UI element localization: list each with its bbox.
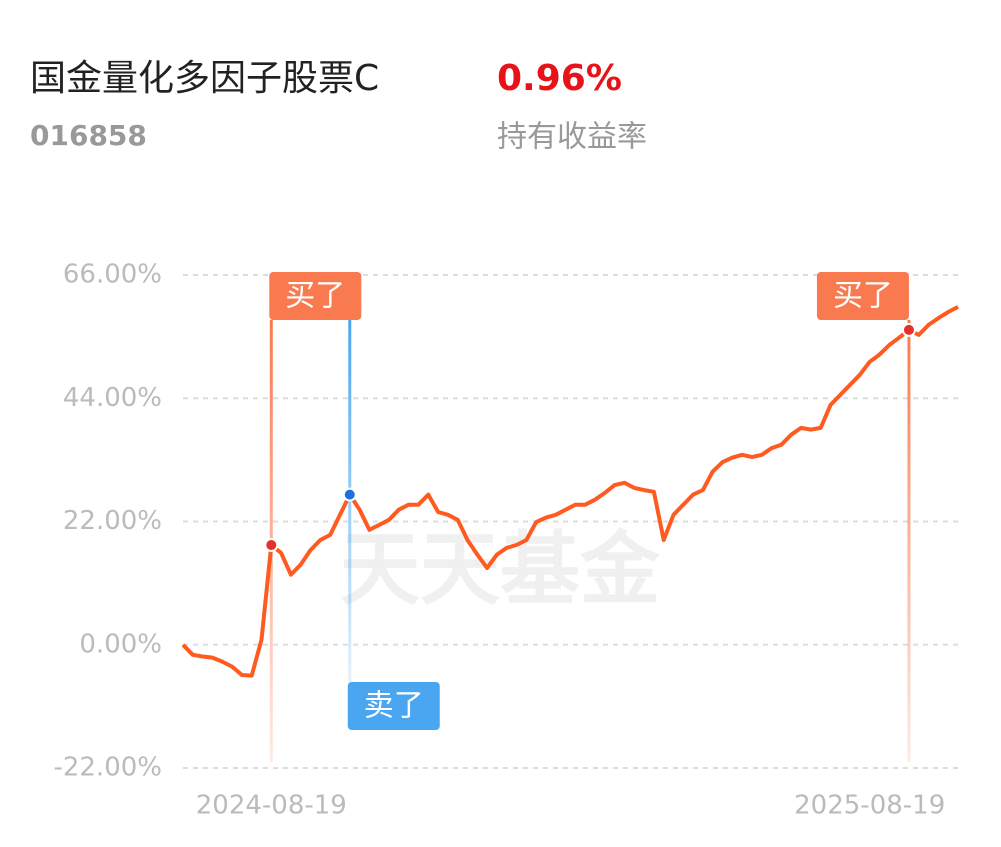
annotation-text: 买了 [285,279,345,314]
annotation-dot [901,322,916,337]
annotation-dot [264,538,279,553]
annotation-tag [269,272,362,320]
y-tick-label: 44.00% [63,383,162,413]
return-label: 持有收益率 [497,120,647,155]
annotation-tag [347,682,440,730]
y-tick-label: 22.00% [63,506,162,536]
series-line [181,305,959,678]
x-tick-label: 2025-08-19 [794,791,945,821]
fund-code: 016858 [30,119,147,152]
annotation-line [907,320,911,762]
watermark: 天天基金 [340,523,661,616]
return-value: 0.96% [497,58,622,99]
x-tick-label: 2024-08-19 [196,791,347,821]
annotation-dot [342,487,357,502]
y-tick-label: 66.00% [63,260,162,290]
y-tick-label: 0.00% [79,629,162,659]
annotation-text: 卖了 [364,689,424,724]
fund-title: 国金量化多因子股票C [30,58,379,99]
annotation-tag [816,272,909,320]
y-tick-label: -22.00% [53,753,162,783]
annotation-text: 买了 [833,279,893,314]
